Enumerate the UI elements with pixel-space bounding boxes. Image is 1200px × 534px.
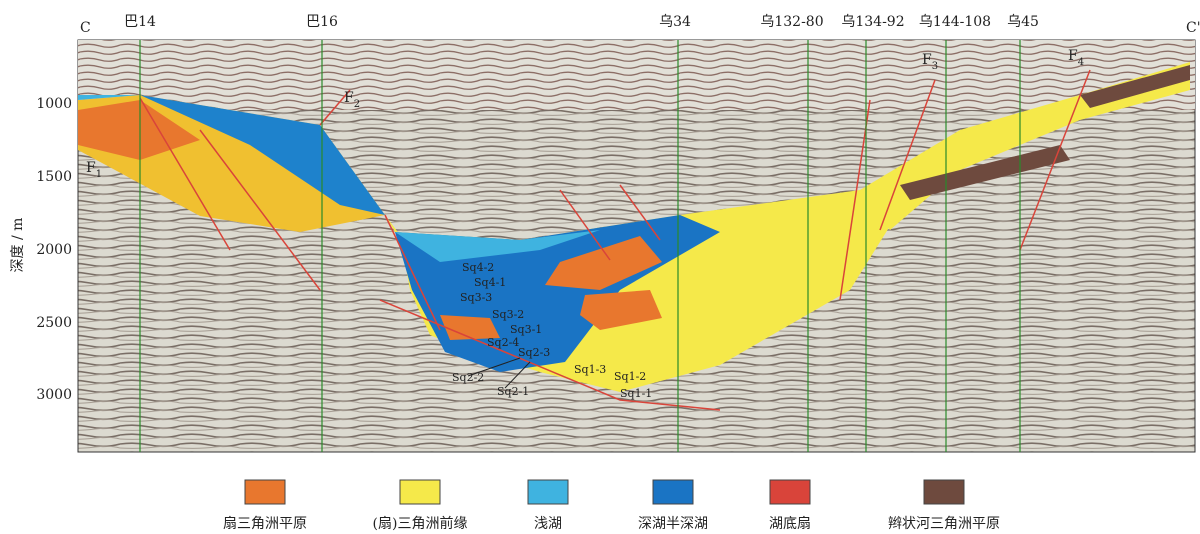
y-tick: 1000 xyxy=(36,96,72,112)
legend xyxy=(244,479,965,505)
well-label: 乌134-92 xyxy=(841,14,904,30)
section-end: C' xyxy=(1186,20,1200,36)
seismic-section xyxy=(77,39,1196,453)
sequence-label: Sq3-1 xyxy=(510,323,542,336)
sequence-label: Sq2-1 xyxy=(497,385,529,398)
axis-label: 深度 / m xyxy=(10,218,26,273)
legend-label: 浅湖 xyxy=(534,516,562,532)
sequence-label: Sq4-1 xyxy=(474,276,506,289)
y-tick: 3000 xyxy=(36,387,72,403)
legend-label: 辫状河三角洲平原 xyxy=(888,516,1000,532)
sequence-label: Sq2-2 xyxy=(452,371,484,384)
sequence-label: Sq2-3 xyxy=(518,346,550,359)
sequences: Sq4-2 Sq4-1 Sq3-3 Sq3-2 Sq3-1 Sq2-4 Sq2-… xyxy=(452,261,652,400)
sequence-label: Sq3-3 xyxy=(460,291,492,304)
well-label: 乌45 xyxy=(1007,14,1039,30)
sequence-label: Sq1-2 xyxy=(614,370,646,383)
legend-label: (扇)三角洲前缘 xyxy=(373,515,468,532)
faults: F1 F2 F3 F4 xyxy=(86,48,1084,180)
well-label: 乌132-80 xyxy=(760,14,823,30)
section-end: C xyxy=(80,20,91,36)
y-tick: 1500 xyxy=(36,169,72,185)
legend-label: 扇三角洲平原 xyxy=(223,516,307,532)
sequence-label: Sq3-2 xyxy=(492,308,524,321)
legend-label: 湖底扇 xyxy=(769,516,811,532)
fault-label: F2 xyxy=(344,90,360,110)
fault-label: F3 xyxy=(922,52,938,72)
sequence-label: Sq4-2 xyxy=(462,261,494,274)
well-label: 乌144-108 xyxy=(919,14,991,30)
legend-labels: 扇三角洲平原 (扇)三角洲前缘 浅湖 深湖半深湖 湖底扇 辫状河三角洲平原 xyxy=(223,515,1000,532)
wells: 巴14 巴16 乌34 乌132-80 乌134-92 乌144-108 乌45 xyxy=(124,14,1039,30)
well-label: 巴14 xyxy=(124,14,156,30)
y-tick: 2500 xyxy=(36,315,72,331)
sequence-label: Sq1-3 xyxy=(574,363,606,376)
sequence-label: Sq2-4 xyxy=(487,336,519,349)
well-label: 巴16 xyxy=(306,14,338,30)
fault-label: F1 xyxy=(86,160,102,180)
fault-label: F4 xyxy=(1068,48,1084,68)
y-ticks: 1000 1500 2000 2500 3000 xyxy=(36,96,72,403)
y-tick: 2000 xyxy=(36,242,72,258)
sequence-label: Sq1-1 xyxy=(620,387,652,400)
well-label: 乌34 xyxy=(659,14,691,30)
legend-label: 深湖半深湖 xyxy=(638,516,708,532)
